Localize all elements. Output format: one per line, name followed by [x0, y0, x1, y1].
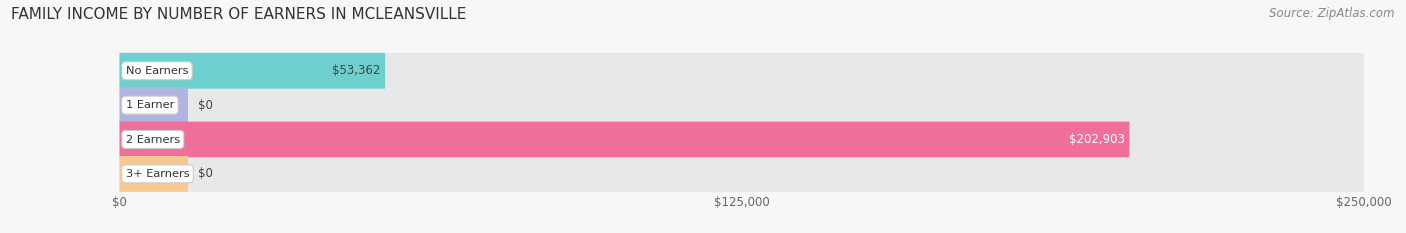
Text: Source: ZipAtlas.com: Source: ZipAtlas.com: [1270, 7, 1395, 20]
FancyBboxPatch shape: [120, 53, 1364, 89]
Text: No Earners: No Earners: [125, 66, 188, 76]
Text: FAMILY INCOME BY NUMBER OF EARNERS IN MCLEANSVILLE: FAMILY INCOME BY NUMBER OF EARNERS IN MC…: [11, 7, 467, 22]
FancyBboxPatch shape: [120, 87, 188, 123]
FancyBboxPatch shape: [120, 156, 188, 192]
FancyBboxPatch shape: [120, 122, 1364, 157]
Text: $202,903: $202,903: [1069, 133, 1125, 146]
Text: 1 Earner: 1 Earner: [125, 100, 174, 110]
Text: 3+ Earners: 3+ Earners: [125, 169, 190, 179]
Text: 2 Earners: 2 Earners: [125, 134, 180, 144]
FancyBboxPatch shape: [120, 156, 1364, 192]
Text: $53,362: $53,362: [332, 64, 380, 77]
FancyBboxPatch shape: [120, 53, 385, 89]
Text: $0: $0: [198, 99, 212, 112]
FancyBboxPatch shape: [120, 122, 1129, 157]
FancyBboxPatch shape: [120, 87, 1364, 123]
Text: $0: $0: [198, 167, 212, 180]
